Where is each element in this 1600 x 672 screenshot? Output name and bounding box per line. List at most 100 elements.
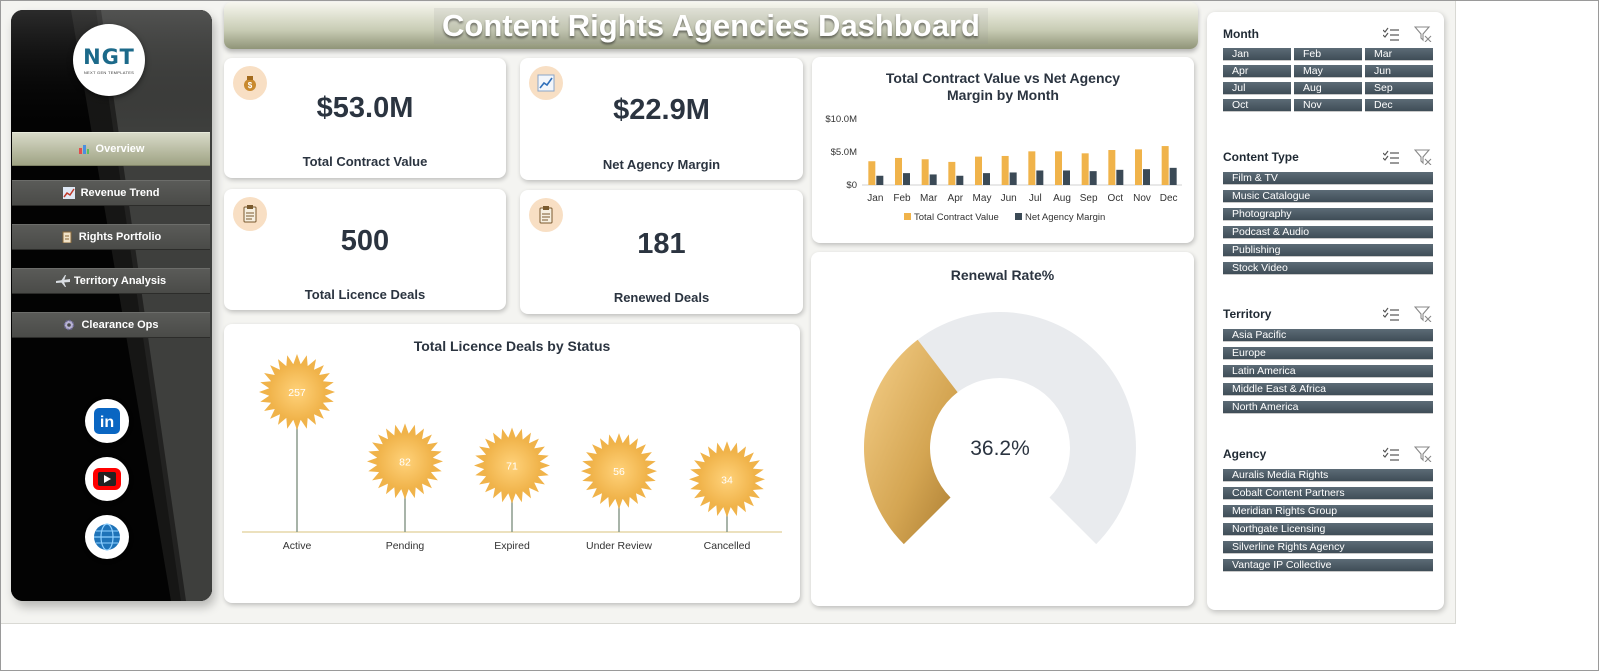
agency-chip[interactable]: Northgate Licensing — [1223, 523, 1433, 536]
kpi-label: Renewed Deals — [613, 290, 710, 305]
multi-select-icon[interactable] — [1381, 149, 1401, 165]
x-tick-label: Jul — [1029, 193, 1042, 204]
bar-agency-margin — [1169, 167, 1177, 185]
nav-item-territory-analysis[interactable]: Territory Analysis — [12, 268, 210, 294]
content-type-chip[interactable]: Photography — [1223, 208, 1433, 221]
bar-agency-margin — [1089, 171, 1097, 185]
month-chip[interactable]: Apr — [1223, 65, 1291, 78]
data-label: 56 — [613, 466, 625, 478]
clear-filter-icon[interactable] — [1413, 306, 1433, 322]
status-marker-core — [699, 451, 755, 508]
slicer-title: Agency — [1223, 447, 1267, 461]
slicer-title: Content Type — [1223, 150, 1299, 164]
kpi-card-total-licence-deals[interactable]: 500 Total Licence Deals — [224, 189, 506, 310]
x-tick-label: Oct — [1108, 193, 1124, 204]
youtube-button[interactable] — [85, 457, 129, 501]
x-tick-label: Nov — [1133, 193, 1151, 204]
month-chip[interactable]: Sep — [1365, 82, 1433, 95]
clipboard-icon — [233, 197, 267, 231]
territory-chip[interactable]: Middle East & Africa — [1223, 383, 1433, 396]
multi-select-icon[interactable] — [1381, 446, 1401, 462]
legend-swatch — [1015, 213, 1022, 220]
nav-item-rights-portfolio[interactable]: Rights Portfolio — [12, 224, 210, 250]
multi-select-icon[interactable] — [1381, 26, 1401, 42]
x-tick-label: Sep — [1080, 193, 1098, 204]
bar-agency-margin — [876, 175, 884, 185]
territory-chip[interactable]: Latin America — [1223, 365, 1433, 378]
data-label: 257 — [288, 387, 306, 399]
clear-filter-icon[interactable] — [1413, 26, 1433, 42]
kpi-card-total-contract-value[interactable]: $ $53.0M Total Contract Value — [224, 58, 506, 178]
agency-chip[interactable]: Meridian Rights Group — [1223, 505, 1433, 518]
content-type-chip[interactable]: Stock Video — [1223, 262, 1433, 275]
content-type-chip[interactable]: Film & TV — [1223, 172, 1433, 185]
bar-contract-value — [1055, 151, 1062, 185]
agency-chip[interactable]: Silverline Rights Agency — [1223, 541, 1433, 554]
territory-chip[interactable]: North America — [1223, 401, 1433, 414]
territory-chip[interactable]: Europe — [1223, 347, 1433, 360]
gauge-value: 36.2% — [970, 437, 1030, 460]
renewal-rate-card[interactable]: Renewal Rate% 36.2% — [811, 252, 1194, 606]
month-chip[interactable]: Mar — [1365, 48, 1433, 61]
month-chip[interactable]: Dec — [1365, 99, 1433, 112]
nav-item-clearance-ops[interactable]: Clearance Ops — [12, 312, 210, 338]
territory-slicer-items: Asia Pacific Europe Latin America Middle Ea… — [1223, 329, 1433, 414]
clear-filter-icon[interactable] — [1413, 149, 1433, 165]
youtube-icon — [93, 468, 121, 490]
y-tick-label: $10.0M — [825, 114, 857, 125]
x-tick-label: Jun — [1001, 193, 1017, 204]
svg-text:$: $ — [248, 81, 253, 90]
territory-chip[interactable]: Asia Pacific — [1223, 329, 1433, 342]
status-marker-core — [377, 433, 433, 490]
agency-chip[interactable]: Cobalt Content Partners — [1223, 487, 1433, 500]
x-tick-label: Jan — [867, 193, 883, 204]
slicer-content-type: Content Type Film & TV Music Catalogue Pho… — [1223, 147, 1433, 275]
content-type-slicer-items: Film & TV Music Catalogue Photography Podca… — [1223, 172, 1433, 275]
dashboard-title-bar: Content Rights Agencies Dashboard — [224, 2, 1198, 49]
gear-icon — [63, 319, 75, 331]
month-chip[interactable]: May — [1294, 65, 1362, 78]
bar-agency-margin — [1009, 172, 1017, 185]
clear-filter-icon[interactable] — [1413, 446, 1433, 462]
month-chip[interactable]: Aug — [1294, 82, 1362, 95]
bar-agency-margin — [1036, 170, 1044, 185]
legend-swatch — [904, 213, 911, 220]
monthly-bar-chart-card[interactable]: Total Contract Value vs Net Agency Margi… — [812, 57, 1194, 243]
nav-item-revenue-trend[interactable]: Revenue Trend — [12, 180, 210, 206]
nav-label: Overview — [95, 143, 145, 155]
slicer-title: Territory — [1223, 307, 1272, 321]
nav-item-overview[interactable]: Overview — [12, 132, 210, 166]
month-chip[interactable]: Jul — [1223, 82, 1291, 95]
sidebar: NGT NEXT GEN TEMPLATES Overview Revenue … — [11, 10, 212, 601]
month-chip[interactable]: Oct — [1223, 99, 1291, 112]
website-button[interactable] — [85, 515, 129, 559]
brand-logo[interactable]: NGT NEXT GEN TEMPLATES — [73, 24, 145, 96]
multi-select-icon[interactable] — [1381, 306, 1401, 322]
month-chip[interactable]: Jan — [1223, 48, 1291, 61]
kpi-card-net-agency-margin[interactable]: $22.9M Net Agency Margin — [520, 58, 803, 180]
chart-title: Total Contract Value vs Net Agency Margi… — [885, 70, 1121, 103]
x-tick-label: Feb — [893, 193, 911, 204]
kpi-card-renewed-deals[interactable]: 181 Renewed Deals — [520, 190, 803, 314]
category-label: Pending — [386, 540, 425, 552]
content-type-chip[interactable]: Publishing — [1223, 244, 1433, 257]
content-type-chip[interactable]: Podcast & Audio — [1223, 226, 1433, 239]
nav-label: Territory Analysis — [73, 275, 167, 287]
month-chip[interactable]: Jun — [1365, 65, 1433, 78]
content-type-chip[interactable]: Music Catalogue — [1223, 190, 1433, 203]
agency-chip[interactable]: Auralis Media Rights — [1223, 469, 1433, 482]
bar-agency-margin — [956, 175, 964, 185]
month-chip[interactable]: Nov — [1294, 99, 1362, 112]
line-chart-icon — [529, 66, 563, 100]
chart-title: Renewal Rate% — [950, 267, 1055, 283]
clipboard-icon — [61, 231, 73, 244]
category-label: Active — [283, 540, 312, 552]
agency-chip[interactable]: Vantage IP Collective — [1223, 559, 1433, 572]
linkedin-button[interactable]: in — [85, 399, 129, 443]
bar-agency-margin — [929, 174, 937, 185]
month-chip[interactable]: Feb — [1294, 48, 1362, 61]
kpi-value: $53.0M — [316, 92, 414, 124]
status-chart-card[interactable]: Total Licence Deals by Status 257 Active 8… — [224, 324, 800, 603]
bar-contract-value — [1108, 150, 1116, 185]
x-tick-label: Mar — [920, 193, 938, 204]
